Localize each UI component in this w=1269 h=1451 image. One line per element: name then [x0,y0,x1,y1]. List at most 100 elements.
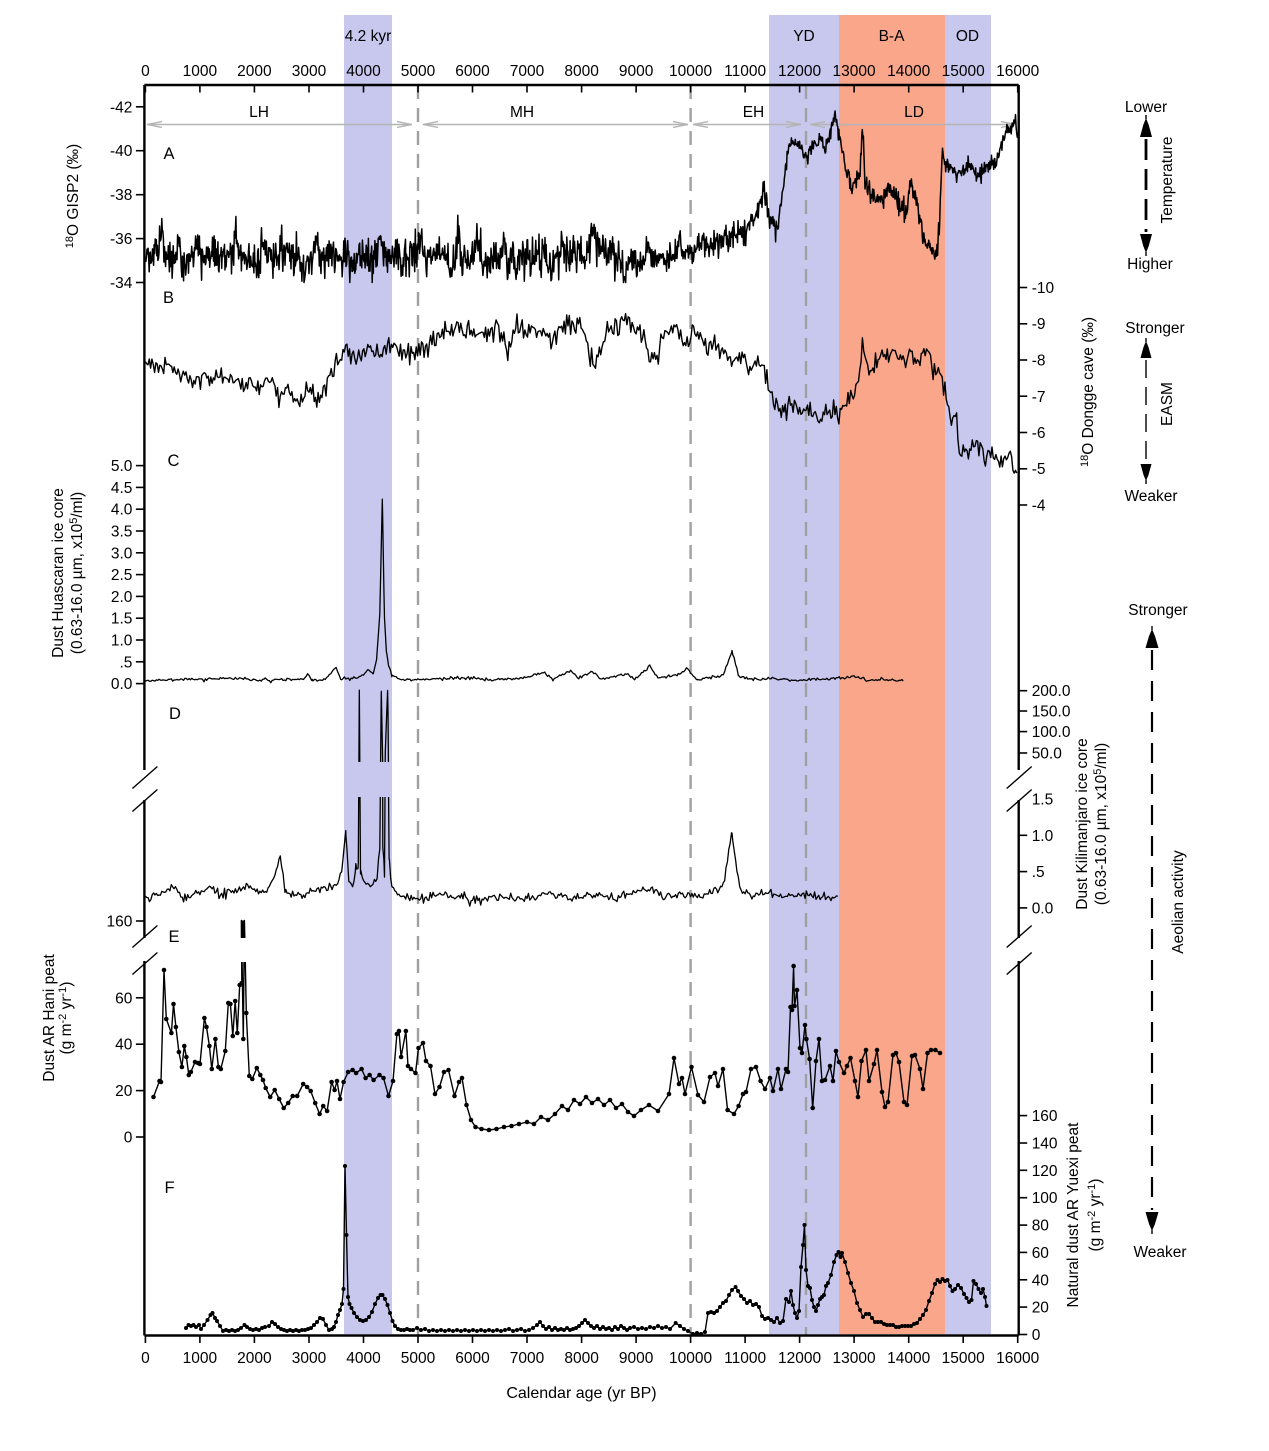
svg-text:B-A: B-A [879,28,906,45]
svg-text:20: 20 [115,1083,133,1100]
svg-text:Weaker: Weaker [1124,488,1177,505]
svg-text:Weaker: Weaker [1133,1244,1186,1261]
svg-text:-7: -7 [1032,389,1046,406]
svg-text:3.5: 3.5 [111,524,133,541]
svg-text:11000: 11000 [724,1350,766,1367]
svg-text:9000: 9000 [619,1350,654,1367]
svg-text:EH: EH [743,104,765,121]
svg-text:Aeolian activity: Aeolian activity [1170,850,1187,954]
svg-text:80: 80 [1032,1218,1050,1235]
svg-text:120: 120 [1032,1163,1058,1180]
svg-text:16000: 16000 [996,1350,1039,1367]
svg-text:Natural dust AR Yuexi peat: Natural dust AR Yuexi peat [1065,1122,1082,1308]
svg-text:60: 60 [1032,1245,1050,1262]
svg-text:16000: 16000 [996,63,1039,80]
svg-text:100.0: 100.0 [1032,724,1071,741]
svg-text:Dust Kilimanjaro ice core: Dust Kilimanjaro ice core [1074,738,1091,909]
svg-text:7000: 7000 [510,1350,545,1367]
svg-text:(g m-2 yr-1): (g m-2 yr-1) [1086,1179,1104,1252]
svg-text:2.5: 2.5 [111,567,133,584]
svg-text:4.5: 4.5 [111,480,133,497]
svg-text:E: E [168,928,179,946]
svg-text:8000: 8000 [564,63,599,80]
svg-text:Lower: Lower [1125,99,1167,116]
svg-text:4000: 4000 [346,63,381,80]
svg-text:Temperature: Temperature [1159,136,1176,223]
svg-text:YD: YD [793,28,815,45]
svg-text:5.0: 5.0 [111,458,133,475]
svg-text:14000: 14000 [887,63,930,80]
svg-text:14000: 14000 [887,1350,930,1367]
svg-text:EASM: EASM [1159,382,1176,426]
svg-text:LD: LD [904,104,924,121]
svg-text:4000: 4000 [346,1350,381,1367]
svg-text:0: 0 [1032,1327,1041,1344]
svg-text:Higher: Higher [1127,256,1173,273]
svg-text:3.0: 3.0 [111,545,133,562]
svg-text:15000: 15000 [942,1350,985,1367]
svg-text:2.0: 2.0 [111,589,133,606]
svg-text:2000: 2000 [237,63,272,80]
svg-text:C: C [168,452,180,470]
svg-text:200.0: 200.0 [1032,683,1071,700]
svg-text:-5: -5 [1032,461,1046,478]
svg-text:1.5: 1.5 [1032,792,1054,809]
svg-text:5000: 5000 [401,1350,436,1367]
svg-text:13000: 13000 [833,1350,876,1367]
svg-text:15000: 15000 [942,63,985,80]
svg-text:12000: 12000 [778,1350,821,1367]
svg-text:13000: 13000 [833,63,876,80]
svg-text:1.0: 1.0 [1032,828,1054,845]
svg-text:Stronger: Stronger [1128,602,1187,619]
svg-text:D: D [169,705,181,723]
svg-text:60: 60 [115,990,133,1007]
svg-text:1000: 1000 [183,1350,218,1367]
svg-text:3000: 3000 [292,1350,327,1367]
svg-text:40: 40 [115,1037,133,1054]
svg-text:6000: 6000 [455,1350,490,1367]
svg-text:10000: 10000 [669,1350,712,1367]
svg-text:7000: 7000 [510,63,545,80]
svg-text:-4: -4 [1032,498,1046,515]
svg-text:1000: 1000 [183,63,218,80]
svg-text:18O GISP2 (‰): 18O GISP2 (‰) [64,144,82,248]
svg-text:5000: 5000 [401,63,436,80]
svg-text:1.5: 1.5 [111,611,133,628]
svg-text:0: 0 [124,1130,133,1147]
svg-text:F: F [164,1179,174,1197]
svg-text:Dust Huascaran ice core: Dust Huascaran ice core [50,488,67,658]
svg-text:.5: .5 [119,654,132,671]
svg-text:(g m-2 yr-1): (g m-2 yr-1) [57,982,75,1055]
svg-text:9000: 9000 [619,63,654,80]
svg-text:Calendar age (yr BP): Calendar age (yr BP) [506,1385,656,1402]
svg-text:-38: -38 [110,187,132,204]
svg-text:4.2 kyr: 4.2 kyr [345,28,392,45]
svg-text:-8: -8 [1032,353,1046,370]
svg-text:100: 100 [1032,1190,1058,1207]
svg-text:-9: -9 [1032,316,1046,333]
svg-text:0.0: 0.0 [1032,900,1054,917]
svg-text:-36: -36 [110,231,132,248]
svg-text:-42: -42 [110,99,132,116]
svg-text:.5: .5 [1032,864,1045,881]
svg-text:Stronger: Stronger [1125,320,1184,337]
svg-text:140: 140 [1032,1136,1058,1153]
svg-text:40: 40 [1032,1272,1050,1289]
svg-text:MH: MH [510,104,534,121]
svg-text:10000: 10000 [669,63,712,80]
svg-text:0: 0 [141,63,150,80]
svg-text:4.0: 4.0 [111,502,133,519]
svg-text:0: 0 [141,1350,150,1367]
svg-text:0.0: 0.0 [111,676,133,693]
svg-text:20: 20 [1032,1300,1050,1317]
svg-text:Dust AR Hani peat: Dust AR Hani peat [41,954,58,1082]
svg-text:160: 160 [107,914,133,931]
svg-text:A: A [163,145,174,163]
svg-text:12000: 12000 [778,63,821,80]
svg-text:LH: LH [249,104,269,121]
svg-text:160: 160 [1032,1108,1058,1125]
svg-text:50.0: 50.0 [1032,746,1063,763]
svg-text:11000: 11000 [724,63,766,80]
svg-text:OD: OD [956,28,979,45]
svg-text:2000: 2000 [237,1350,272,1367]
